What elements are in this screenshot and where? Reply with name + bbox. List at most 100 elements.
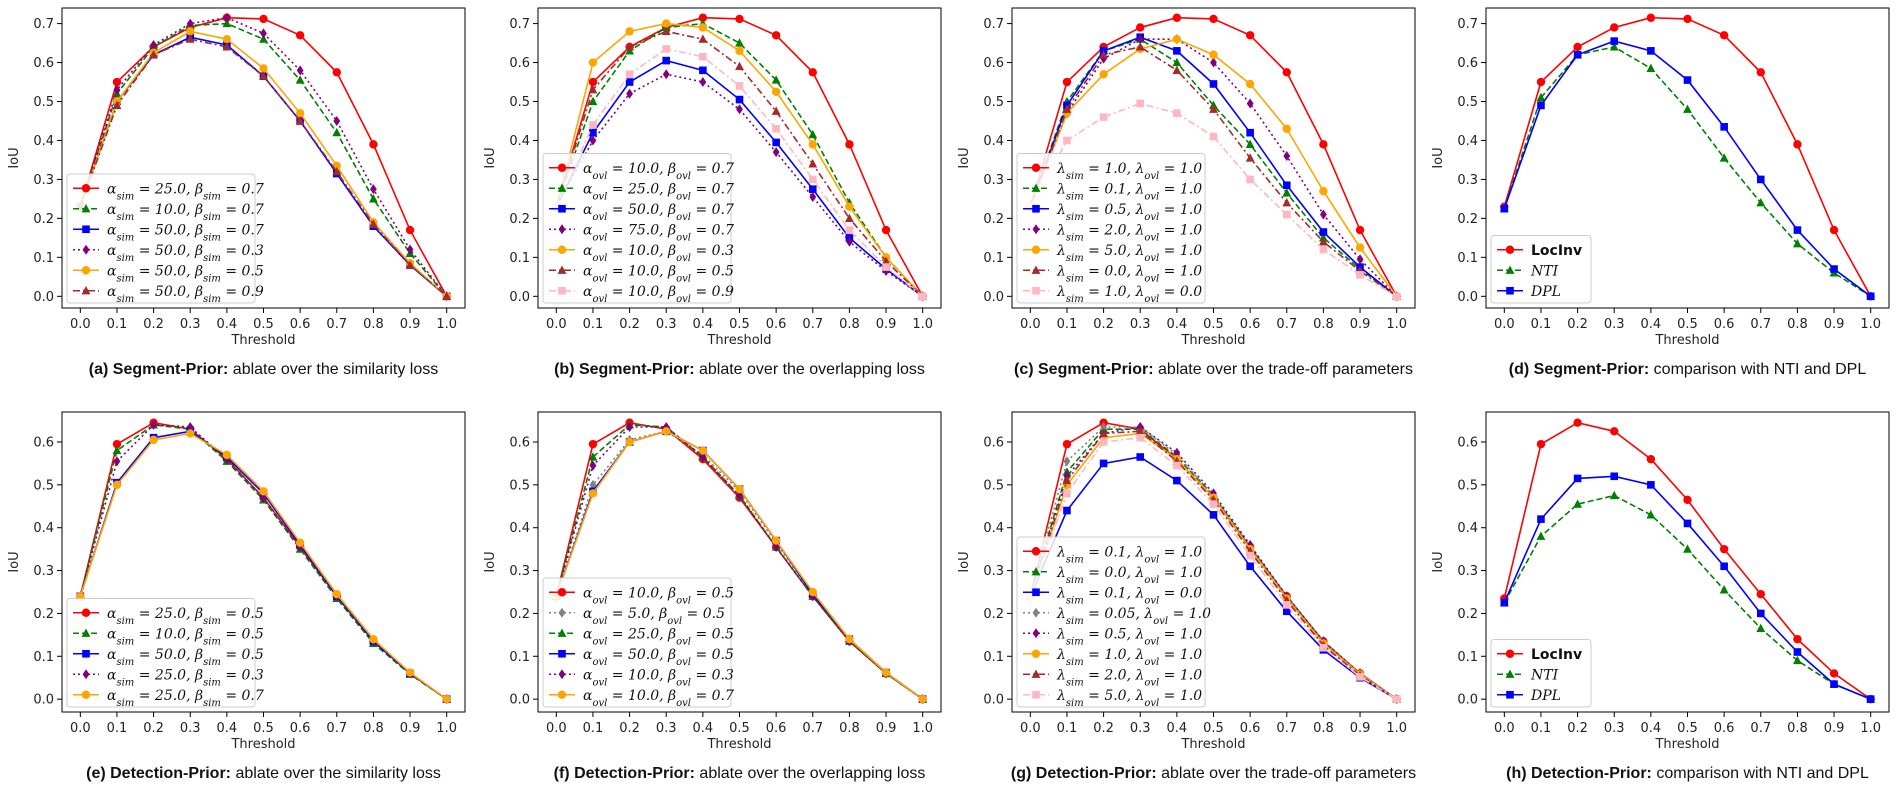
- series-dpl: [1500, 472, 1875, 703]
- y-tick-label: 0.2: [1457, 607, 1478, 622]
- y-tick-label: 0.1: [33, 650, 54, 665]
- data-point: [661, 26, 671, 35]
- y-axis-label: IoU: [483, 147, 498, 168]
- series-line: [79, 38, 448, 297]
- x-tick-label: 0.1: [583, 721, 604, 736]
- data-point: [186, 27, 195, 36]
- legend-box: [1490, 235, 1592, 304]
- legend-label: λsim = 2.0, λovl = 1.0: [1056, 667, 1202, 688]
- data-point: [1793, 140, 1802, 149]
- x-tick-label: 0.4: [1167, 721, 1188, 736]
- data-point: [1246, 539, 1254, 550]
- y-tick-label: 0.5: [983, 95, 1004, 110]
- x-tick-label: 0.9: [876, 721, 897, 736]
- data-point: [1609, 490, 1619, 500]
- data-point: [1683, 495, 1692, 505]
- data-point: [662, 45, 671, 53]
- y-tick-label: 0.5: [983, 478, 1004, 493]
- x-tick-label: 0.2: [1093, 317, 1114, 332]
- x-tick-label: 0.6: [766, 317, 787, 332]
- data-point: [1647, 47, 1655, 55]
- data-point: [1793, 238, 1802, 248]
- data-point: [1355, 225, 1365, 235]
- legend-label: αovl = 50.0, βovl = 0.5: [583, 647, 734, 668]
- chart-panel-d: 0.0 0.1 0.2 0.3 0.4 0.5 0.6 0.7 0.8 0.9 1.0 0.0 0.1 0…: [1431, 7, 1890, 378]
- data-point: [1356, 254, 1364, 265]
- data-point: [626, 422, 633, 432]
- legend-label: λsim = 0.5, λovl = 1.0: [1056, 202, 1202, 223]
- data-point: [1756, 68, 1765, 77]
- data-point: [662, 427, 671, 436]
- data-point: [1500, 204, 1509, 213]
- legend-marker: [1031, 163, 1041, 172]
- legend-label: αovl = 10.0, βovl = 0.5: [583, 585, 734, 606]
- data-point: [112, 77, 122, 87]
- data-point: [662, 19, 671, 28]
- data-point: [1209, 50, 1218, 59]
- data-point: [845, 140, 854, 149]
- data-point: [1172, 57, 1182, 67]
- series-line: [555, 430, 924, 700]
- data-point: [1283, 151, 1291, 162]
- x-tick-label: 0.3: [1604, 317, 1625, 332]
- data-point: [1719, 31, 1729, 40]
- data-point: [1610, 23, 1619, 32]
- y-tick-label: 0.6: [33, 56, 54, 71]
- x-tick-label: 0.0: [546, 721, 567, 736]
- data-point: [1536, 531, 1546, 540]
- panel-caption: (g) Detection-Prior: ablate over the tra…: [1011, 765, 1416, 782]
- x-tick-label: 0.0: [1020, 317, 1041, 332]
- data-point: [259, 14, 268, 24]
- data-point: [1209, 80, 1218, 88]
- data-point: [735, 46, 744, 56]
- legend-marker: [1031, 669, 1041, 678]
- legend-marker: [1032, 607, 1040, 618]
- legend-marker: [81, 203, 91, 213]
- series-line: [1029, 426, 1398, 700]
- legend-marker: [1032, 204, 1040, 213]
- data-point: [1063, 506, 1071, 515]
- data-point: [1245, 79, 1255, 89]
- data-point: [1646, 13, 1656, 22]
- data-point: [772, 138, 780, 147]
- legend-marker: [558, 669, 566, 680]
- data-point: [1100, 422, 1107, 432]
- series-line: [79, 16, 448, 297]
- data-point: [1355, 243, 1365, 252]
- data-point: [1609, 42, 1619, 51]
- y-tick-label: 0.1: [1457, 251, 1478, 266]
- data-point: [1756, 623, 1766, 633]
- x-tick-label: 0.6: [1714, 721, 1735, 736]
- x-tick-label: 0.1: [1057, 721, 1078, 736]
- y-tick-label: 0.4: [33, 521, 54, 536]
- legend-marker: [81, 266, 91, 275]
- data-point: [588, 489, 598, 498]
- legend-marker: [557, 245, 567, 254]
- x-tick-label: 0.3: [656, 317, 677, 332]
- data-point: [662, 69, 670, 80]
- data-point: [918, 292, 927, 301]
- series--sim-50.0-sim-0.3: [76, 12, 451, 302]
- x-tick-label: 0.4: [1167, 317, 1188, 332]
- y-tick-label: 0.0: [1457, 693, 1478, 708]
- legend-marker: [1506, 286, 1514, 295]
- legend-marker: [1032, 286, 1040, 295]
- data-point: [1246, 98, 1254, 109]
- data-point: [1063, 136, 1071, 145]
- legend-marker: [1505, 265, 1515, 274]
- y-tick-label: 0.2: [33, 607, 54, 622]
- data-point: [1646, 63, 1656, 72]
- data-point: [845, 226, 854, 234]
- data-point: [1245, 153, 1255, 162]
- legend-marker: [557, 183, 567, 192]
- legend-marker: [82, 244, 90, 255]
- x-tick-label: 0.7: [802, 317, 823, 332]
- data-point: [1756, 609, 1765, 618]
- data-point: [1536, 77, 1546, 87]
- data-point: [735, 61, 744, 71]
- x-tick-label: 0.1: [583, 317, 604, 332]
- y-tick-label: 0.5: [1457, 95, 1478, 110]
- x-tick-label: 1.0: [1860, 721, 1881, 736]
- x-tick-label: 0.9: [1824, 721, 1845, 736]
- x-tick-label: 0.9: [1350, 317, 1371, 332]
